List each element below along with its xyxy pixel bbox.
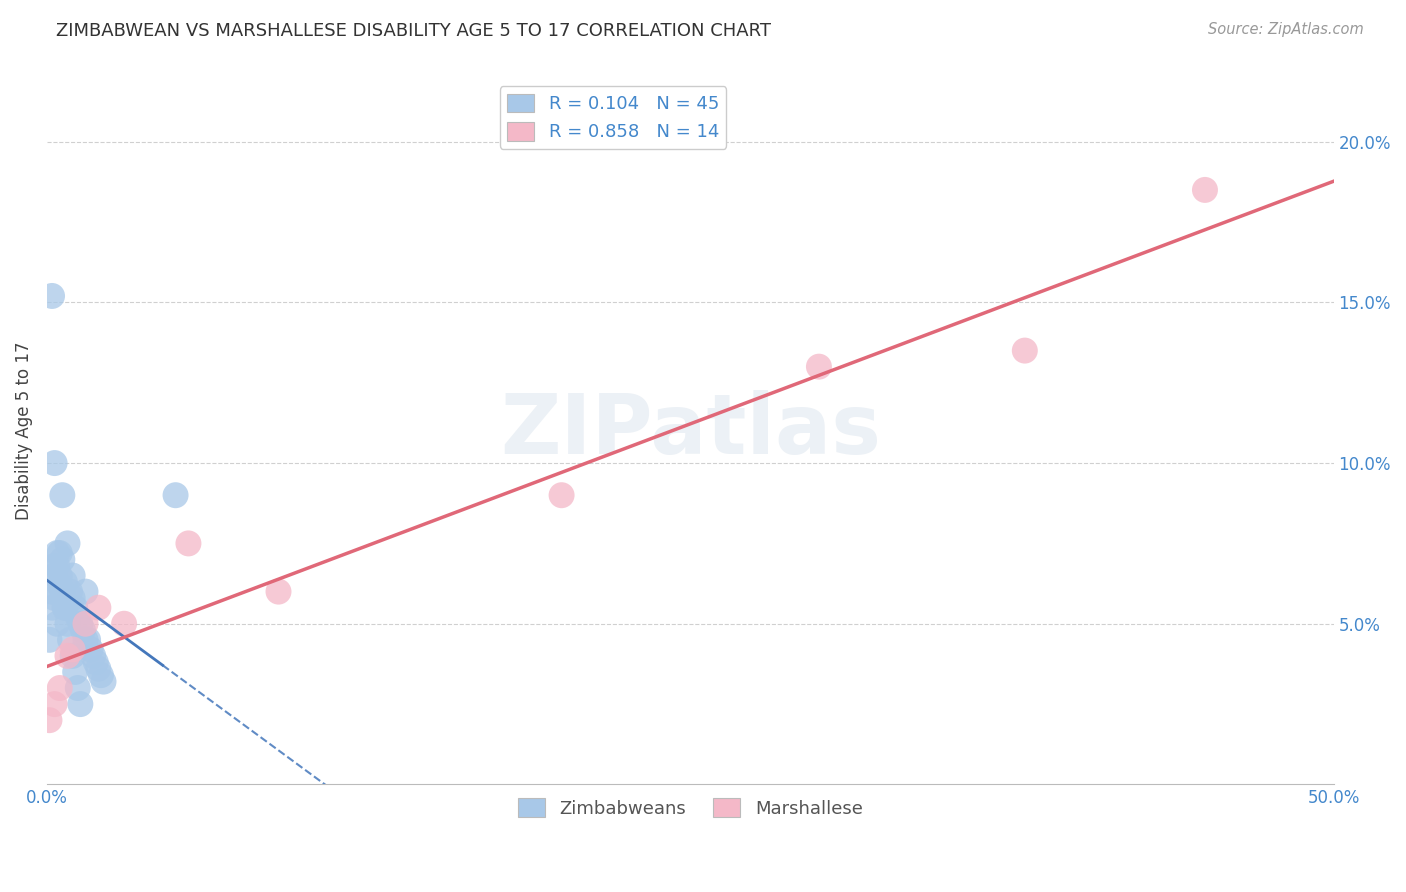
Text: ZIMBABWEAN VS MARSHALLESE DISABILITY AGE 5 TO 17 CORRELATION CHART: ZIMBABWEAN VS MARSHALLESE DISABILITY AGE… <box>56 22 772 40</box>
Point <box>75 632 97 647</box>
Point <box>46 558 69 573</box>
Point <box>44 697 66 711</box>
Point <box>44 558 66 573</box>
Point <box>41 584 63 599</box>
Point <box>59 584 82 599</box>
Point <box>56 536 79 550</box>
Point <box>53 600 76 615</box>
Point <box>69 697 91 711</box>
Legend: Zimbabweans, Marshallese: Zimbabweans, Marshallese <box>510 791 870 825</box>
Point <box>66 610 89 624</box>
Point <box>66 681 89 695</box>
Point <box>112 616 135 631</box>
Point <box>62 648 84 663</box>
Point <box>550 488 572 502</box>
Point <box>49 546 72 560</box>
Point <box>807 359 830 374</box>
Point <box>87 662 110 676</box>
Text: Source: ZipAtlas.com: Source: ZipAtlas.com <box>1208 22 1364 37</box>
Point <box>56 616 79 631</box>
Point <box>1014 343 1036 358</box>
Point <box>51 552 73 566</box>
Point <box>41 600 63 615</box>
Point <box>90 668 112 682</box>
Point <box>63 665 86 679</box>
Point <box>62 591 84 605</box>
Point <box>56 648 79 663</box>
Point <box>165 488 187 502</box>
Point <box>51 584 73 599</box>
Y-axis label: Disability Age 5 to 17: Disability Age 5 to 17 <box>15 342 32 520</box>
Point <box>53 574 76 589</box>
Point <box>51 488 73 502</box>
Point <box>62 642 84 657</box>
Point <box>69 616 91 631</box>
Point <box>62 568 84 582</box>
Point <box>41 289 63 303</box>
Point <box>38 632 60 647</box>
Point <box>82 648 104 663</box>
Point <box>63 600 86 615</box>
Point <box>46 616 69 631</box>
Point <box>79 642 101 657</box>
Point <box>84 656 107 670</box>
Point <box>1194 183 1216 197</box>
Point <box>87 600 110 615</box>
Point <box>44 568 66 582</box>
Point <box>44 456 66 470</box>
Point <box>49 568 72 582</box>
Point <box>75 616 97 631</box>
Point <box>93 674 115 689</box>
Point <box>44 591 66 605</box>
Point <box>75 584 97 599</box>
Point <box>49 681 72 695</box>
Point <box>51 591 73 605</box>
Point <box>77 632 100 647</box>
Point <box>46 546 69 560</box>
Point <box>72 623 94 637</box>
Point <box>59 632 82 647</box>
Point <box>177 536 200 550</box>
Point <box>49 578 72 592</box>
Point <box>38 713 60 727</box>
Point <box>53 600 76 615</box>
Text: ZIPatlas: ZIPatlas <box>499 391 880 472</box>
Point <box>267 584 290 599</box>
